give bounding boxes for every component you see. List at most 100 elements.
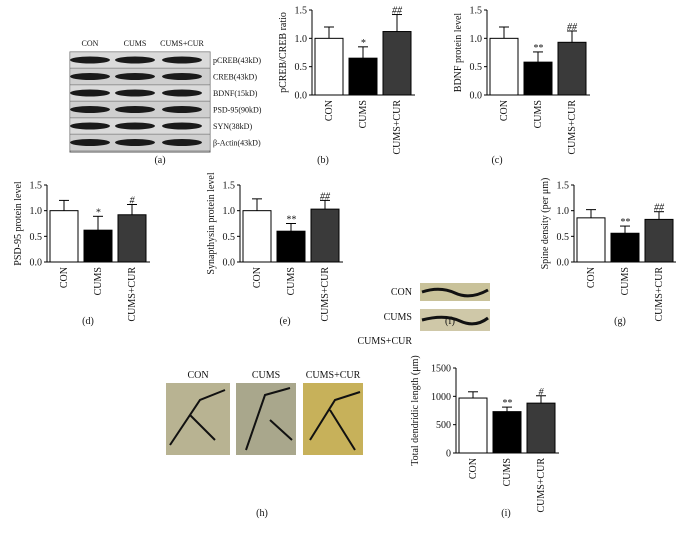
bar (314, 37, 344, 96)
y-tick-label: 500 (436, 420, 451, 431)
panel-label: (h) (256, 508, 268, 519)
y-tick-label: 0 (446, 449, 451, 460)
spine-panel: (f) (420, 283, 490, 331)
y-tick-label: 0.5 (223, 232, 236, 243)
significance-label: ** (286, 215, 296, 226)
column-label: CON (82, 39, 99, 48)
column-label: CUMS (252, 370, 280, 381)
neuron-panel: (h) (166, 383, 363, 519)
band (115, 122, 155, 130)
y-tick-label: 1.0 (557, 206, 570, 217)
bar (489, 37, 519, 96)
bar (310, 208, 340, 263)
band (162, 56, 202, 64)
band (70, 106, 110, 113)
bar (557, 41, 587, 96)
bar (49, 210, 79, 263)
band (115, 89, 155, 97)
band-label: β-Actin(43kD) (213, 139, 261, 148)
y-tick-label: 0.5 (470, 62, 483, 73)
bar (458, 397, 488, 454)
x-tick-label: CON (59, 267, 70, 288)
band (162, 89, 202, 97)
bar (492, 411, 522, 454)
y-tick-label: 0.0 (557, 258, 570, 269)
x-tick-label: CUMS+CUR (567, 100, 578, 155)
panel-label: (i) (501, 508, 510, 519)
band (70, 89, 110, 97)
panel-label: (d) (82, 316, 94, 327)
x-tick-label: CUMS (533, 100, 544, 128)
x-tick-label: CUMS+CUR (127, 267, 138, 322)
y-tick-label: 1500 (431, 364, 451, 375)
bar (576, 217, 606, 263)
significance-label: # (130, 196, 136, 207)
significance-label: ** (533, 43, 543, 54)
y-tick-label: 1000 (431, 392, 451, 403)
significance-label: ## (567, 22, 578, 33)
column-label: CON (187, 370, 208, 381)
band (70, 122, 110, 130)
significance-label: ** (502, 398, 512, 409)
x-tick-label: CON (499, 100, 510, 121)
band (162, 106, 202, 113)
dendrites (169, 387, 361, 451)
bar (83, 229, 113, 263)
bar (523, 61, 553, 96)
band (162, 73, 202, 80)
y-axis-label: Total dendridic length (μm) (410, 355, 421, 465)
x-tick-label: CON (252, 267, 263, 288)
y-axis-label: pCREB/CREB ratio (278, 12, 289, 93)
x-tick-label: CUMS+CUR (654, 267, 665, 322)
column-label: CUMS (124, 39, 147, 48)
significance-label: * (96, 207, 101, 218)
y-tick-label: 1.0 (30, 206, 43, 217)
bar-chart: 0.0 0.5 1.0 1.5 Synapthysin protein level CON… (206, 172, 343, 327)
bar (610, 232, 640, 263)
x-tick-label: CON (468, 458, 479, 479)
band (70, 56, 110, 64)
x-tick-label: CUMS (620, 267, 631, 295)
dendrite (421, 315, 489, 326)
panel-label: (e) (279, 316, 290, 327)
significance-label: ## (654, 203, 665, 214)
row-label: CUMS+CUR (357, 336, 412, 347)
y-tick-label: 0.0 (223, 258, 236, 269)
column-label: CUMS+CUR (306, 370, 361, 381)
row-label: CUMS (384, 312, 412, 323)
y-tick-label: 0.5 (557, 232, 570, 243)
bar-chart: 0.0 0.5 1.0 1.5 PSD-95 protein level CON * CUMS… (13, 181, 150, 327)
band (115, 56, 155, 64)
panel-label: (a) (154, 155, 165, 166)
panel-label: (b) (317, 155, 329, 166)
band (115, 106, 155, 113)
band-label: SYN(38kD) (213, 122, 252, 131)
x-tick-label: CUMS (502, 458, 513, 486)
bar (348, 57, 378, 96)
y-tick-label: 0.5 (30, 232, 43, 243)
x-tick-label: CON (586, 267, 597, 288)
panel-label: (g) (614, 316, 626, 327)
bar (526, 402, 556, 454)
y-tick-label: 0.0 (470, 91, 483, 102)
bar (276, 230, 306, 263)
y-tick-label: 1.5 (223, 181, 236, 192)
x-tick-label: CUMS+CUR (392, 100, 403, 155)
panel-label: (f) (445, 316, 455, 327)
bar (644, 218, 674, 263)
band (115, 139, 155, 146)
y-tick-label: 1.0 (223, 206, 236, 217)
micrograph (166, 383, 230, 455)
y-tick-label: 0.0 (30, 258, 43, 269)
band (162, 122, 202, 130)
y-tick-label: 1.0 (470, 34, 483, 45)
panel-label: (c) (491, 155, 502, 166)
band (70, 73, 110, 80)
band (70, 139, 110, 146)
significance-label: ** (620, 217, 630, 228)
significance-label: ## (392, 6, 403, 17)
y-tick-label: 1.5 (470, 6, 483, 17)
bar (382, 31, 412, 96)
y-tick-label: 0.0 (295, 91, 308, 102)
